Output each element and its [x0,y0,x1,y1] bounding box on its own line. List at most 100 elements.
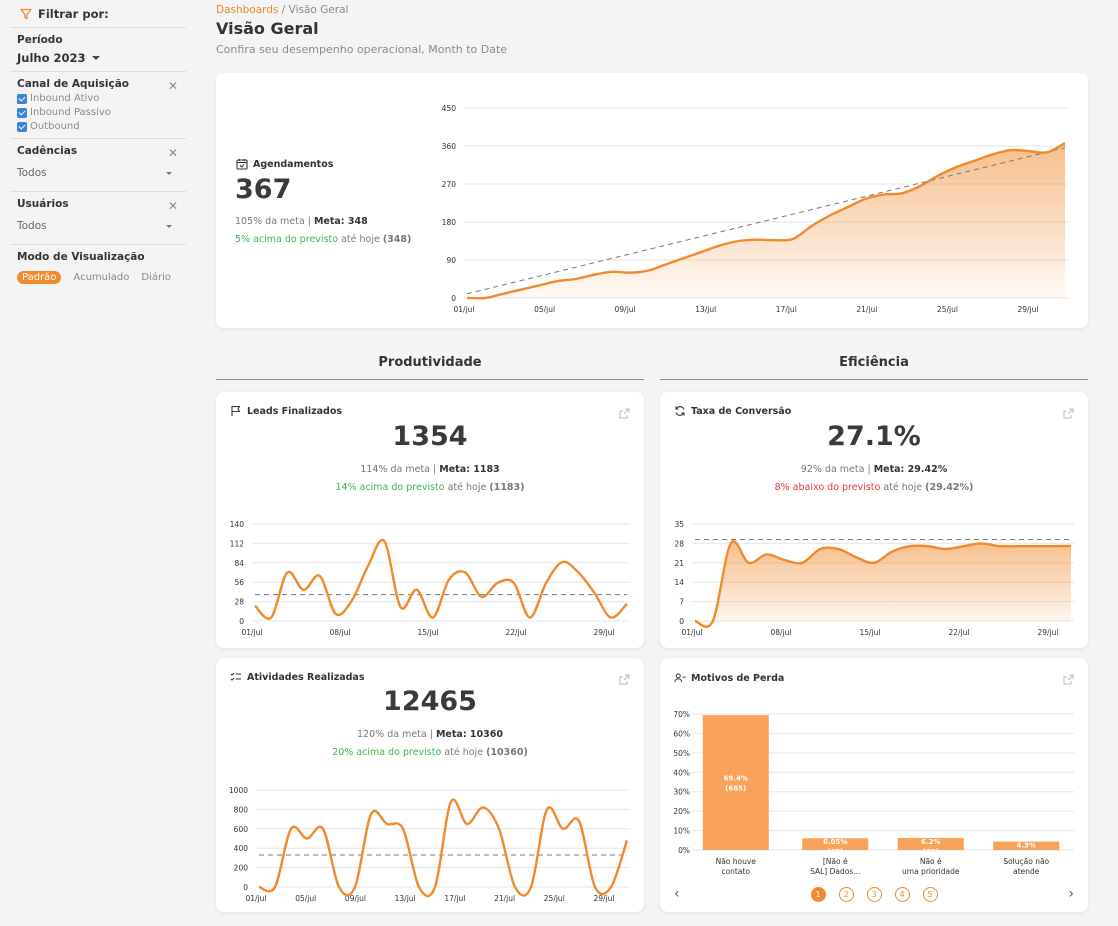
y-tick-label: 30% [673,788,690,797]
agendamentos-chart: 0 90 180 270 360 450 01/jul 05/jul 09/jul 13/jul 1… [442,104,1068,314]
x-tick-label: 15/jul [860,628,881,637]
meta-percent: 120% da meta [357,729,427,740]
y-tick-label: 0 [679,617,684,626]
refresh-icon [675,406,685,416]
y-tick-label: 20% [673,807,690,816]
chevron-left-icon[interactable]: ‹ [674,886,680,902]
x-tick-label: 29/jul [1018,305,1039,314]
period-value: Julho 2023 [17,51,86,65]
target-line [466,147,1066,295]
meta-separator: | [864,464,874,475]
prediction-value: (1183) [489,482,525,493]
external-link-icon[interactable] [1063,408,1074,419]
page-title: Visão Geral [216,19,319,38]
view-mode-padrao[interactable]: Padrão [17,271,62,284]
agendamentos-value: 367 [235,174,292,205]
series-line [466,141,1066,300]
x-tick-label: 22/jul [949,628,970,637]
y-tick-label: 7 [679,598,684,607]
bar [897,837,964,850]
x-tick-label: 13/jul [695,305,716,314]
channel-option-label: Outbound [30,121,80,132]
channel-checkbox-outbound[interactable]: Outbound [17,121,186,132]
users-section: Usuários ✕ Todos [10,192,186,245]
x-category-label: [Não é [823,857,848,866]
y-tick-label: 70% [673,710,690,719]
y-tick-label: 450 [442,104,457,113]
breadcrumb-dashboards-link[interactable]: Dashboards [216,4,279,16]
y-tick-label: 0 [239,617,244,626]
agendamentos-card: Agendamentos 367 105% da meta | Meta: 34… [216,73,1088,328]
page-button-2[interactable]: 2 [838,887,854,902]
external-link-icon[interactable] [619,408,630,419]
checkbox-checked-icon [17,121,27,132]
y-tick-label: 800 [234,805,249,814]
y-tick-label: 1000 [229,786,248,795]
bar-count-label: (685) [725,785,746,793]
period-section: Período Julho 2023 [10,28,186,72]
x-tick-label: 05/jul [295,894,316,903]
chevron-right-icon[interactable]: › [1068,886,1074,902]
meta-separator: | [304,216,314,227]
y-tick-label: 90 [446,256,456,265]
view-mode-diario[interactable]: Diário [141,272,171,283]
x-category-label: Solução não [1003,857,1049,866]
series-area [695,541,1071,627]
clear-users-icon[interactable]: ✕ [167,199,178,213]
x-category-label: contato [721,867,750,876]
x-tick-label: 13/jul [395,894,416,903]
y-tick-label: 28 [234,598,244,607]
prediction-suffix: até hoje [880,482,926,493]
users-select[interactable]: Todos [17,220,186,238]
y-tick-label: 50% [673,749,690,758]
external-link-icon[interactable] [1063,674,1074,685]
view-mode-acumulado[interactable]: Acumulado [73,272,130,283]
prediction-status: 5% acima do previsto [235,234,339,245]
page-button-4[interactable]: 4 [894,887,910,902]
y-tick-label: 270 [442,180,457,189]
bar-value-label: 4.3% [1017,842,1036,850]
period-select[interactable]: Julho 2023 [17,51,186,65]
x-tick-label: 29/jul [594,894,615,903]
x-category-label: SAL] Dados... [810,867,860,876]
channel-checkbox-inbound-ativo[interactable]: Inbound Ativo [17,93,186,104]
atividades-value: 12465 [383,686,477,717]
y-tick-label: 21 [674,559,684,568]
clear-channel-icon[interactable]: ✕ [167,79,178,93]
external-link-icon[interactable] [619,674,630,685]
y-tick-label: 400 [234,844,249,853]
cadences-select[interactable]: Todos [17,167,186,185]
page-button-1[interactable]: 1 [810,887,826,902]
y-tick-label: 200 [234,864,249,873]
page-button-5[interactable]: 5 [922,887,938,902]
agendamentos-prediction: 5% acima do previsto até hoje (348) [235,234,411,245]
view-mode-options: Padrão Acumulado Diário [17,271,186,284]
period-label: Período [17,34,63,46]
prediction-value: (29.42%) [925,482,974,493]
x-tick-label: 01/jul [682,628,703,637]
prediction-suffix: até hoje [338,234,383,245]
x-category-label: Não houve [716,857,757,866]
chevron-down-icon [166,224,172,228]
checkbox-checked-icon [17,93,27,104]
bar [993,841,1060,850]
page-button-3[interactable]: 3 [866,887,882,902]
conversao-chart: 0 7 14 21 28 35 01/jul 08/jul 15/jul 22/jul 29/jul [674,520,1074,637]
prediction-status: 8% abaixo do previsto [774,482,881,493]
breadcrumb-current: Visão Geral [288,4,349,16]
leads-prediction: 14% acima do previsto até hoje (1183) [216,482,644,493]
clear-cadences-icon[interactable]: ✕ [167,146,178,160]
x-tick-label: 08/jul [771,628,792,637]
y-tick-label: 60% [673,729,690,738]
channel-option-label: Inbound Passivo [30,107,111,118]
motivos-chart: 0% 10% 20% 30% 40% 50% 60% 70% 69.4% (685) Não hou… [673,710,1074,876]
atividades-chart: 0 200 400 600 800 1000 01/jul 05/jul 09/jul 13/ju… [229,786,630,903]
channel-checkbox-inbound-passivo[interactable]: Inbound Passivo [17,107,186,118]
x-tick-label: 01/jul [242,628,263,637]
breadcrumb: Dashboards / Visão Geral [216,4,348,16]
atividades-card: Atividades Realizadas 12465 120% da meta… [216,658,644,912]
cadences-label: Cadências [17,145,78,157]
x-tick-label: 08/jul [330,628,351,637]
x-tick-label: 01/jul [454,305,475,314]
user-minus-icon [674,673,686,683]
